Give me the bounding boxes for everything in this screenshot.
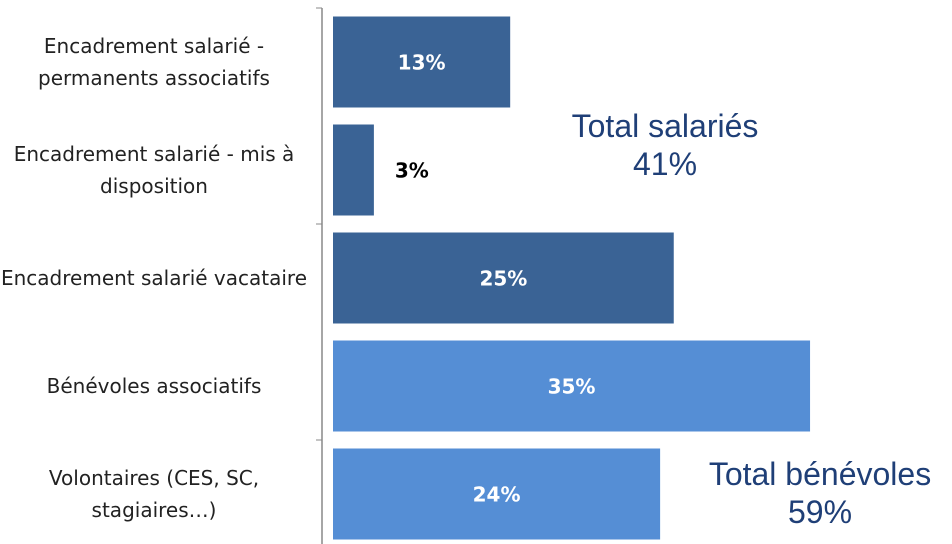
y-tick-label: Volontaires (CES, SC, stagiaires…)	[48, 466, 260, 522]
bar	[333, 124, 374, 216]
y-tick-label: Encadrement salarié vacataire	[0, 266, 308, 290]
bar	[333, 448, 661, 540]
data-label: 13%	[398, 51, 446, 75]
data-label: 3%	[395, 159, 429, 183]
annotation: Total bénévoles 59%	[680, 455, 952, 531]
data-label: 25%	[479, 267, 527, 291]
data-label: 35%	[548, 375, 596, 399]
y-tick-label: Bénévoles associatifs	[46, 374, 262, 398]
y-tick-label: Encadrement salarié - mis à disposition	[13, 142, 295, 198]
annotation-value: 59%	[787, 494, 853, 530]
annotation: Total salariés 41%	[520, 107, 810, 183]
bar	[333, 16, 511, 108]
bar	[333, 232, 674, 324]
annotation-title: Total salariés	[571, 108, 759, 144]
annotation-value: 41%	[632, 146, 698, 182]
annotation-title: Total bénévoles	[708, 456, 932, 492]
y-tick-label: Encadrement salarié - permanents associa…	[38, 34, 270, 90]
bar	[333, 340, 811, 432]
data-label: 24%	[473, 483, 521, 507]
